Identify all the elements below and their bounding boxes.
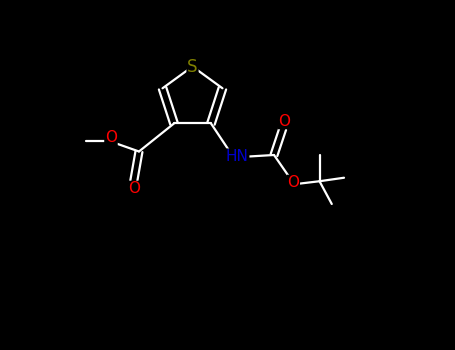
Text: O: O — [278, 113, 290, 128]
Text: O: O — [287, 175, 299, 190]
Text: S: S — [187, 57, 198, 76]
Text: HN: HN — [226, 149, 249, 164]
Text: O: O — [105, 130, 117, 145]
Text: O: O — [128, 181, 140, 196]
